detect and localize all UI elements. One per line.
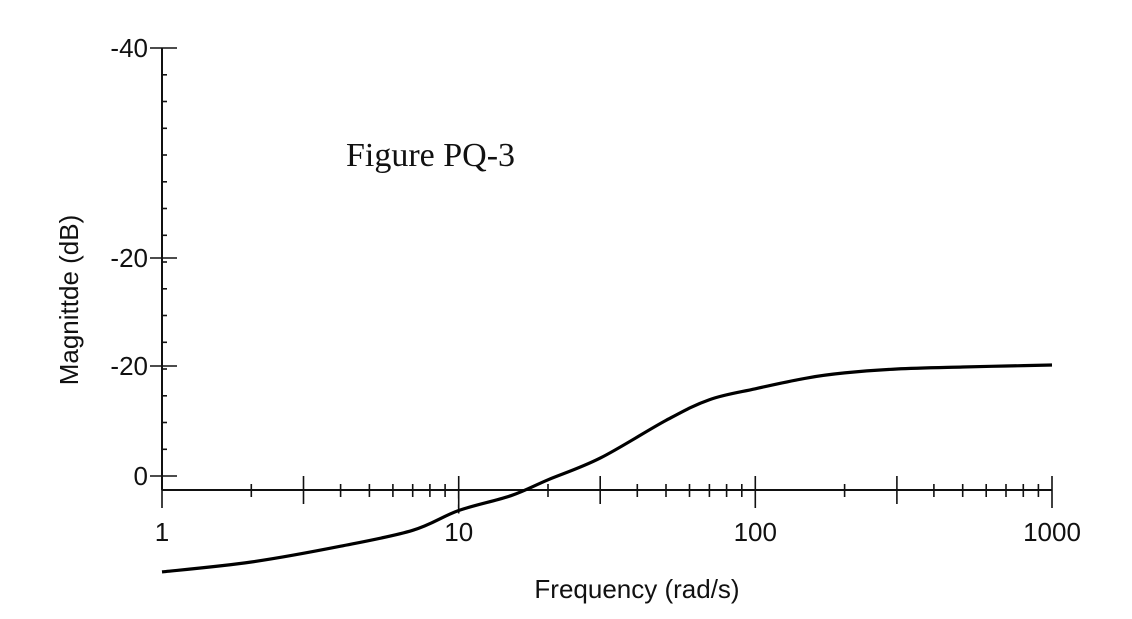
x-tick-label: 1000 (1023, 517, 1081, 547)
x-ticks (161, 476, 1053, 508)
x-tick-label: 10 (444, 517, 473, 547)
chart-title: Figure PQ-3 (346, 137, 515, 174)
x-tick-labels: 1 10 100 1000 (155, 517, 1081, 547)
x-tick-label: 1 (155, 517, 169, 547)
x-axis-title: Frequency (rad/s) (534, 574, 739, 604)
y-tick-label: -20 (110, 351, 148, 381)
y-tick-label: -40 (110, 33, 148, 63)
y-tick-label: 0 (134, 461, 148, 491)
y-major-ticks (150, 47, 177, 477)
x-tick-label: 100 (734, 517, 777, 547)
y-tick-labels: -40 -20 -20 0 (110, 33, 148, 491)
y-tick-label: -20 (110, 243, 148, 273)
y-minor-ticks (162, 74, 167, 451)
magnitude-curve (161, 363, 1053, 574)
y-axis-title: Magnittde (dB) (54, 215, 84, 386)
